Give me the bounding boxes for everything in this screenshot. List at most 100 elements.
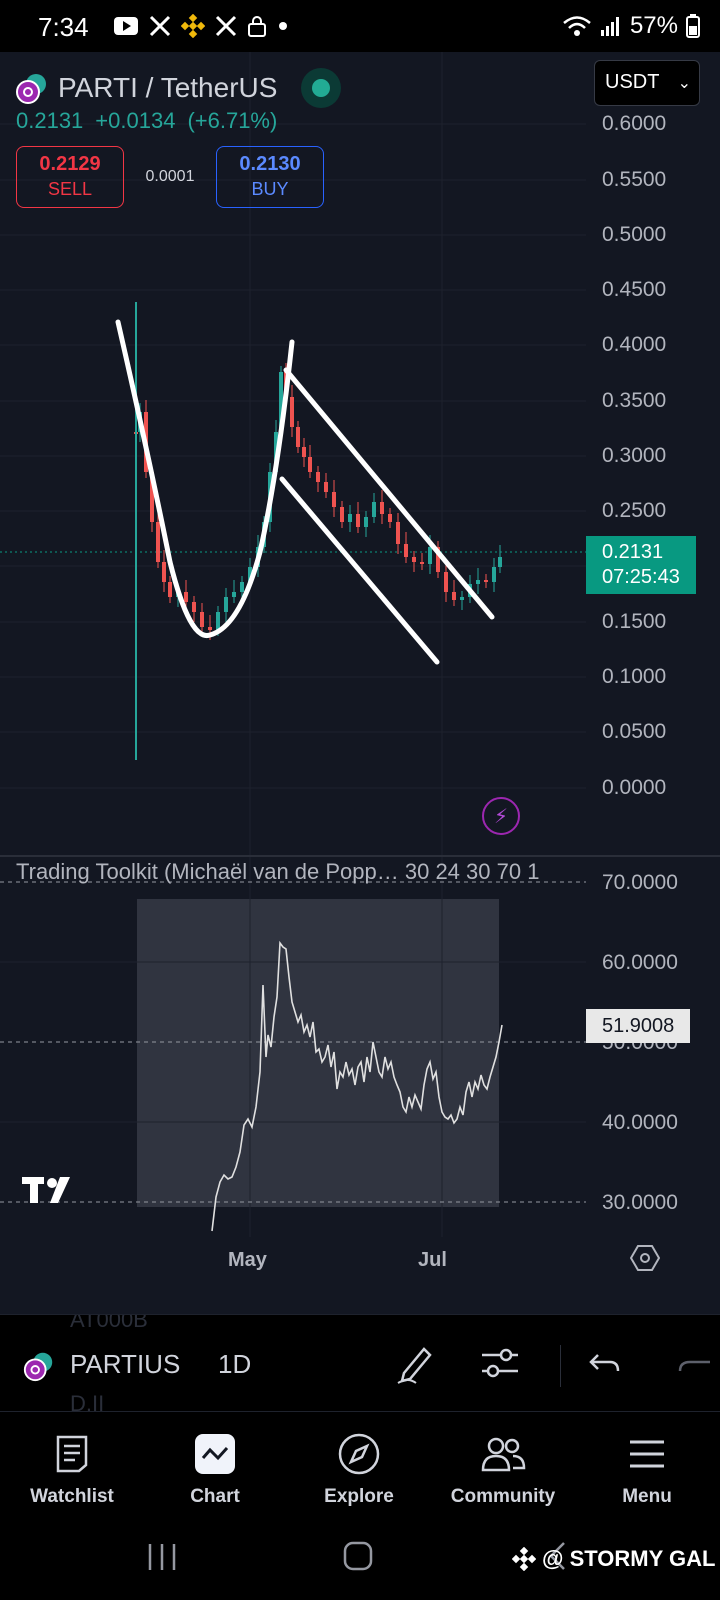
- grid-lines: [0, 52, 586, 857]
- community-icon: [481, 1437, 526, 1472]
- indicators-icon[interactable]: [480, 1341, 520, 1385]
- candle-body: [460, 597, 464, 600]
- status-bar: 7:34 57%: [0, 0, 720, 52]
- indicator-axis-label: 30.0000: [602, 1191, 678, 1214]
- ghost-symbol-text: AT000B: [70, 1314, 148, 1332]
- buy-button[interactable]: 0.2130 BUY: [216, 146, 324, 208]
- redo-icon[interactable]: [676, 1341, 716, 1385]
- x-icon-2: [215, 15, 237, 37]
- candle-body: [396, 522, 400, 544]
- battery-icon: [686, 14, 700, 38]
- price-axis-label: 0.2500: [602, 499, 667, 522]
- candle-body: [184, 592, 188, 602]
- candle-body: [444, 572, 448, 592]
- candle-body: [324, 482, 328, 492]
- sell-button[interactable]: 0.2129 SELL: [16, 146, 124, 208]
- notification-icons: [113, 14, 289, 38]
- tab-explore[interactable]: Explore: [289, 1424, 429, 1508]
- tab-watchlist[interactable]: Watchlist: [2, 1424, 142, 1508]
- price-chart-canvas[interactable]: [0, 52, 720, 857]
- indicator-highlight-zone: [137, 899, 499, 1207]
- current-price-tag: 0.2131 07:25:43: [586, 536, 696, 594]
- currency-dropdown[interactable]: USDT ⌄: [594, 60, 700, 106]
- candle-body: [332, 492, 336, 507]
- buy-label: BUY: [251, 179, 289, 199]
- lock-icon: [248, 16, 266, 37]
- candle-body: [348, 514, 352, 522]
- trade-buttons: 0.2129 SELL 0.0001 0.2130 BUY: [16, 146, 324, 208]
- indicator-pane[interactable]: Trading Toolkit (Michaël van de Popp… 30…: [0, 857, 720, 1272]
- back-icon[interactable]: [546, 1540, 568, 1572]
- indicator-canvas[interactable]: [0, 857, 720, 1272]
- candle-body: [420, 562, 424, 564]
- ghost-text: D.II: [70, 1391, 105, 1412]
- cup-curve-drawing: [115, 319, 295, 639]
- tab-chart[interactable]: Chart: [145, 1424, 285, 1508]
- price-axis-label: 0.0000: [602, 776, 667, 799]
- candle-body: [380, 502, 384, 514]
- tab-menu-label: Menu: [622, 1486, 672, 1507]
- price-change-line: 0.2131 +0.0134 (+6.71%): [16, 108, 277, 134]
- candle-body: [232, 592, 236, 597]
- bar-countdown: 07:25:43: [602, 566, 680, 588]
- candle-body: [476, 580, 480, 584]
- candle-body: [452, 592, 456, 600]
- price-axis-label: 0.1500: [602, 610, 667, 633]
- market-open-icon: [301, 68, 342, 108]
- candle-body: [200, 612, 204, 627]
- indicator-axis-label: 70.0000: [602, 871, 678, 894]
- time-axis[interactable]: May Jul: [0, 1237, 720, 1287]
- indicator-title[interactable]: Trading Toolkit (Michaël van de Popp… 30…: [16, 859, 540, 884]
- bottom-tab-bar: Watchlist Chart Explore Community Menu: [0, 1412, 720, 1522]
- price-change-percent: (+6.71%): [187, 108, 278, 133]
- price-axis-label: 0.4000: [602, 333, 667, 356]
- tab-explore-label: Explore: [324, 1486, 394, 1507]
- candle-body: [364, 517, 368, 527]
- candle-body: [302, 447, 306, 457]
- tab-menu[interactable]: Menu: [577, 1424, 717, 1508]
- system-status: 57%: [562, 12, 700, 40]
- indicator-axis-label: 40.0000: [602, 1111, 678, 1134]
- binance-icon: [512, 1547, 536, 1571]
- symbol-header[interactable]: PARTI / TetherUS: [14, 66, 343, 110]
- time-label-may: May: [228, 1249, 267, 1271]
- candle-body: [290, 397, 294, 427]
- indicator-axis-label: 60.0000: [602, 951, 678, 974]
- candle-body: [296, 427, 300, 447]
- candle-body: [404, 544, 408, 557]
- last-price: 0.2131: [16, 108, 84, 133]
- candle-body: [498, 557, 502, 567]
- watchlist-icon: [56, 1435, 88, 1473]
- chart-toolbar: AT000B PARTIUS 1D D.II: [0, 1314, 720, 1412]
- candle-body: [208, 627, 212, 630]
- pane-divider[interactable]: [0, 855, 720, 857]
- signal-icon: [600, 17, 619, 36]
- candle-body: [150, 472, 154, 522]
- price-chart[interactable]: PARTI / TetherUS 0.2131 +0.0134 (+6.71%)…: [0, 52, 720, 857]
- sell-price: 0.2129: [39, 153, 101, 175]
- lightning-icon[interactable]: ⚡: [482, 797, 520, 835]
- interval-selector[interactable]: 1D: [218, 1349, 252, 1379]
- binance-icon: [181, 14, 205, 38]
- candles: [134, 302, 502, 760]
- undo-icon[interactable]: [588, 1341, 622, 1385]
- current-price-value: 0.2131: [602, 541, 664, 563]
- parti-coin-icon: [16, 74, 46, 104]
- candle-body: [492, 567, 496, 582]
- tab-community[interactable]: Community: [433, 1424, 573, 1508]
- home-icon[interactable]: [342, 1540, 374, 1572]
- pencil-icon[interactable]: [396, 1341, 436, 1385]
- price-axis-label: 0.0500: [602, 720, 667, 743]
- candle-body: [412, 557, 416, 562]
- symbol-selector[interactable]: PARTIUS: [70, 1349, 181, 1379]
- recent-apps-icon[interactable]: [146, 1542, 178, 1572]
- symbol-title[interactable]: PARTI / TetherUS: [58, 72, 278, 103]
- wifi-icon: [563, 16, 591, 36]
- chart-icon: [195, 1434, 235, 1474]
- candle-body: [248, 567, 252, 582]
- watermark: @ STORMY GAL: [512, 1546, 715, 1572]
- channel-lower-line: [279, 476, 440, 665]
- price-axis-label: 0.5000: [602, 223, 667, 246]
- price-change: +0.0134: [95, 108, 176, 133]
- settings-icon[interactable]: [630, 1243, 660, 1273]
